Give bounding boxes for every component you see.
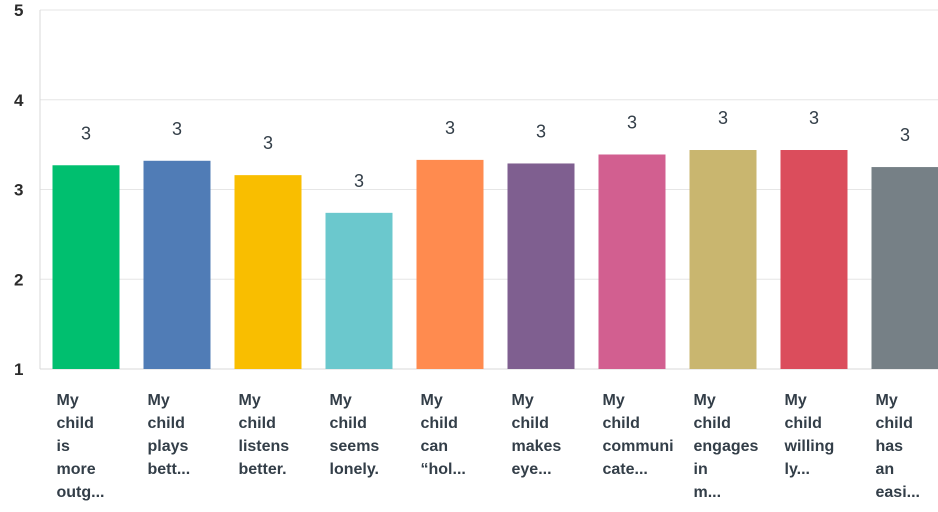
category-label-line: makes (512, 438, 562, 455)
category-label-line: willing (784, 438, 835, 455)
category-label-line: lonely. (330, 461, 380, 478)
category-label-line: child (421, 415, 458, 432)
category-label: My child has an easi... (876, 392, 920, 501)
category-label: My child willing ly... (784, 392, 835, 478)
category-label-line: communi (603, 438, 674, 455)
category-label: My child can “hol... (421, 392, 466, 478)
category-label-line: child (57, 415, 94, 432)
bar (234, 175, 302, 369)
category-label-line: plays (148, 438, 189, 455)
category-label: My child makes eye... (512, 392, 562, 478)
category-label-line: child (512, 415, 549, 432)
category-label-line: seems (330, 438, 380, 455)
category-label-line: engages (694, 438, 759, 455)
bar (689, 150, 757, 369)
category-label-line: child (330, 415, 367, 432)
data-label: 3 (445, 118, 455, 138)
category-label: My child listens better. (239, 392, 290, 478)
category-label-line: better. (239, 461, 287, 478)
data-label: 3 (172, 119, 182, 139)
category-label-line: My (421, 392, 443, 409)
category-label-line: My (694, 392, 716, 409)
category-label-line: more (57, 461, 96, 478)
y-tick-label: 4 (14, 91, 24, 110)
y-tick-label: 1 (14, 360, 23, 379)
data-label: 3 (354, 171, 364, 191)
category-label-line: My (330, 392, 352, 409)
data-label: 3 (809, 108, 819, 128)
category-label-line: child (876, 415, 913, 432)
category-label: My child engages in m... (694, 392, 759, 501)
category-label-line: can (421, 438, 449, 455)
category-label-line: is (57, 438, 70, 455)
data-label: 3 (263, 133, 273, 153)
category-label-line: bett... (148, 461, 191, 478)
category-label-line: My (785, 392, 807, 409)
category-label: My child communi cate... (603, 392, 674, 478)
bar (871, 167, 938, 369)
y-tick-label: 2 (14, 270, 23, 289)
data-label: 3 (536, 121, 546, 141)
data-label: 3 (718, 108, 728, 128)
y-tick-label: 3 (14, 181, 23, 200)
bar (507, 163, 575, 369)
category-label-line: an (876, 461, 895, 478)
bar (325, 212, 393, 369)
category-label-line: listens (239, 438, 290, 455)
category-label: My child seems lonely. (330, 392, 380, 478)
y-tick-label: 5 (14, 1, 23, 20)
category-label-line: child (603, 415, 640, 432)
bar (143, 160, 211, 369)
category-label-line: “hol... (421, 461, 466, 478)
category-label-line: My (57, 392, 79, 409)
category-label-line: child (239, 415, 276, 432)
category-label-line: child (694, 415, 731, 432)
category-label-line: My (876, 392, 898, 409)
category-label-line: outg... (57, 484, 105, 501)
category-label-line: has (876, 438, 904, 455)
bar (598, 154, 666, 369)
category-label-line: My (239, 392, 261, 409)
bar (52, 165, 120, 369)
category-label-line: ly... (785, 461, 811, 478)
data-label: 3 (627, 112, 637, 132)
category-label-line: My (603, 392, 625, 409)
category-label-line: My (512, 392, 534, 409)
bar (780, 150, 848, 369)
category-label-line: cate... (603, 461, 648, 478)
category-label-line: in (694, 461, 708, 478)
category-label-line: easi... (876, 484, 920, 501)
category-label-line: child (148, 415, 185, 432)
bar (416, 159, 484, 369)
category-label: My child plays bett... (148, 392, 191, 478)
data-label: 3 (81, 123, 91, 143)
category-label-line: child (785, 415, 822, 432)
category-label: My child is more outg... (57, 392, 105, 501)
data-label: 3 (900, 125, 910, 145)
category-label-line: m... (694, 484, 722, 501)
category-label-line: eye... (512, 461, 552, 478)
category-label-line: My (148, 392, 170, 409)
